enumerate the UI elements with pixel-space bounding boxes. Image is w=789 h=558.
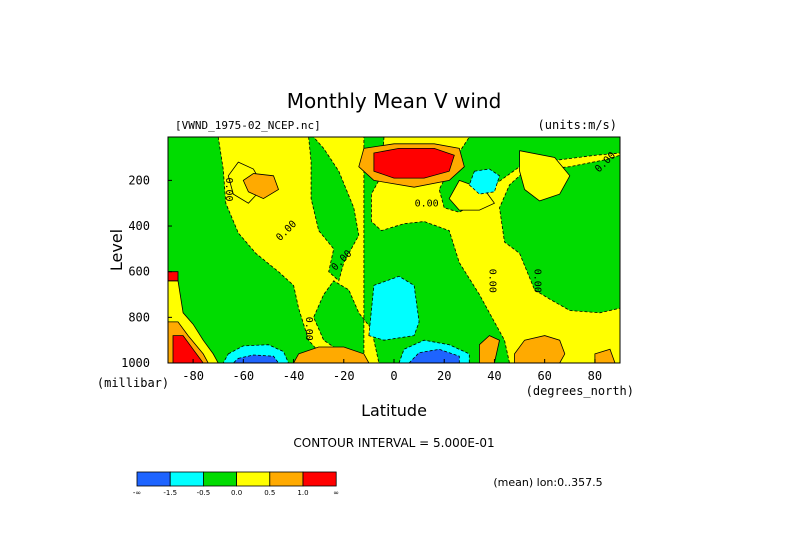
contour-region <box>469 137 620 314</box>
y-tick-label: 800 <box>128 310 150 324</box>
x-tick-label: -80 <box>182 369 204 383</box>
y-tick-label: 1000 <box>121 356 150 370</box>
colorbar: -∞ -1.5 -0.5 0.0 0.5 1.0 ∞ <box>133 471 339 497</box>
contour-label: 0.00 <box>486 269 497 293</box>
contour-region <box>253 137 360 282</box>
contour-region <box>514 335 566 363</box>
colorbar-label: 0.0 <box>231 489 242 497</box>
y-tick-label: 400 <box>128 219 150 233</box>
colorbar-swatch <box>136 471 171 487</box>
contour-region <box>232 354 279 363</box>
contour-region <box>242 173 279 200</box>
colorbar-swatch <box>269 471 304 487</box>
colorbar-label: -1.5 <box>163 489 177 497</box>
y-axis: 1000 800 600 400 200 <box>121 173 172 370</box>
contour-region <box>408 348 460 363</box>
contour-label: 0.00 <box>303 317 314 341</box>
plot-area: 0.000.000.000.000.000.00 0.000.00 -80 -60-… <box>121 136 621 383</box>
contour-region <box>373 147 455 179</box>
dataset-label: [VWND_1975-02_NCEP.nc] <box>175 119 321 132</box>
subset-label: (mean) lon:0..357.5 <box>493 476 602 489</box>
contour-region <box>168 271 179 282</box>
x-axis-title: Latitude <box>361 401 427 420</box>
x-tick-label: 40 <box>487 369 501 383</box>
colorbar-label: ∞ <box>333 489 339 497</box>
contour-region <box>519 150 571 202</box>
colorbar-swatch <box>202 471 237 487</box>
y-units-label: (millibar) <box>97 376 169 390</box>
contour-label: 0.00 <box>223 177 234 201</box>
contour-region <box>368 275 420 341</box>
contour-interval-label: CONTOUR INTERVAL = 5.000E-01 <box>293 436 494 450</box>
chart-title: Monthly Mean V wind <box>287 89 502 113</box>
contour-fill-layer <box>168 137 620 363</box>
contour-label: 0.00 <box>532 269 543 293</box>
x-tick-label: 0 <box>390 369 397 383</box>
y-axis-title: Level <box>107 229 126 271</box>
x-tick-label: -20 <box>333 369 355 383</box>
contour-region <box>293 346 370 363</box>
contour-region <box>172 335 204 363</box>
y-tick-label: 200 <box>128 173 150 187</box>
colorbar-label: 1.0 <box>297 489 308 497</box>
colorbar-label: -∞ <box>133 489 141 497</box>
colorbar-swatch <box>302 471 337 487</box>
x-tick-label: 80 <box>588 369 602 383</box>
x-units-label: (degrees_north) <box>526 384 634 398</box>
y-tick-label: 600 <box>128 265 150 279</box>
x-tick-label: 20 <box>437 369 451 383</box>
colorbar-label: -0.5 <box>197 489 211 497</box>
x-tick-label: 60 <box>537 369 551 383</box>
x-tick-label: -60 <box>232 369 254 383</box>
contour-region <box>468 168 500 195</box>
x-axis: -80 -60 -40 -20 0 20 40 60 80 <box>182 359 602 383</box>
x-tick-label: -40 <box>283 369 305 383</box>
colorbar-label: 0.5 <box>264 489 275 497</box>
contour-region <box>478 335 500 363</box>
contour-region <box>313 137 510 363</box>
colorbar-swatch <box>236 471 271 487</box>
contour-label: 0.00 <box>415 199 439 210</box>
colorbar-swatch <box>169 471 204 487</box>
units-label: (units:m/s) <box>538 118 617 132</box>
